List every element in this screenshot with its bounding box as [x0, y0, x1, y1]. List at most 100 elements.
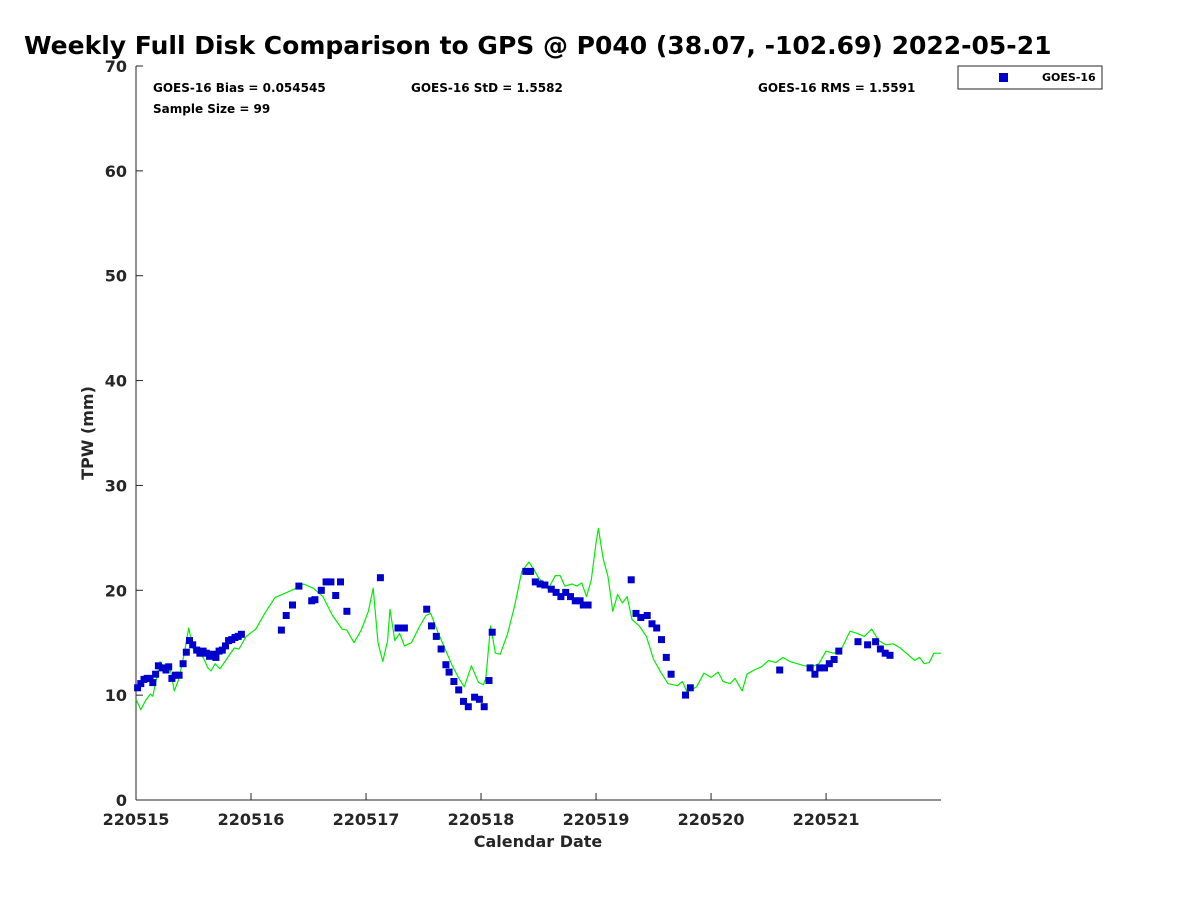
goes16-point: [571, 597, 579, 605]
goes16-point: [137, 680, 145, 688]
goes16-point: [186, 637, 193, 645]
y-tick-label: 40: [105, 372, 127, 391]
gps-line-layer: [135, 527, 941, 711]
goes16-point: [237, 630, 245, 638]
goes16-point: [825, 660, 833, 668]
goes16-point: [776, 666, 784, 674]
y-tick-label: 0: [116, 791, 127, 810]
goes16-point: [557, 593, 565, 601]
goes16-point: [152, 670, 160, 678]
goes16-point: [327, 578, 335, 586]
goes16-point: [343, 607, 351, 615]
goes16-point: [552, 588, 560, 596]
goes16-point: [146, 674, 154, 682]
goes16-point: [816, 664, 824, 672]
goes16-point: [189, 641, 197, 649]
legend-entry-goes16: GOES-16: [1042, 71, 1096, 84]
goes16-point: [876, 645, 884, 653]
goes16-point: [872, 638, 880, 646]
x-tick-label: 220516: [218, 810, 285, 829]
y-tick-label: 50: [105, 267, 127, 286]
legend-box: [957, 65, 1103, 90]
goes16-point: [480, 703, 488, 711]
goes16-point: [289, 601, 296, 609]
goes16-point: [821, 664, 828, 672]
goes16-point: [662, 653, 670, 661]
goes16-point: [437, 645, 445, 653]
goes16-point: [175, 671, 183, 679]
goes16-point: [332, 592, 340, 599]
legend: GOES-16: [957, 65, 1103, 90]
goes16-point: [576, 597, 584, 605]
x-axis-label: Calendar Date: [474, 832, 603, 851]
goes16-point: [584, 601, 592, 609]
goes16-point: [475, 695, 483, 703]
goes16-point: [442, 661, 450, 669]
y-tick-label: 20: [105, 581, 127, 600]
goes16-point: [835, 647, 843, 655]
goes16-point: [134, 684, 142, 692]
goes16-point: [886, 651, 894, 659]
goes16-point: [864, 641, 872, 649]
goes16-point: [182, 648, 190, 656]
goes16-point: [522, 567, 530, 575]
goes16-point: [311, 596, 319, 604]
goes16-point: [165, 663, 173, 671]
goes16-point: [376, 574, 384, 582]
goes16-point: [806, 664, 814, 672]
goes16-point: [830, 656, 838, 663]
goes16-point: [400, 624, 408, 632]
goes16-point: [282, 612, 290, 619]
goes16-point: [547, 585, 555, 593]
x-tick-label: 220521: [793, 810, 860, 829]
goes16-point: [212, 653, 220, 661]
goes16-point: [445, 668, 453, 676]
y-tick-label: 10: [105, 686, 127, 705]
sample-size-annotation: Sample Size = 99: [153, 102, 270, 116]
goes16-point: [423, 605, 431, 613]
goes16-point: [682, 691, 689, 699]
std-annotation: GOES-16 StD = 1.5582: [411, 81, 563, 95]
x-tick-label: 220519: [563, 810, 630, 829]
goes16-point: [643, 612, 651, 619]
x-tick-layer: 220515 220516 220517 220518 220519 220520 2205…: [103, 793, 860, 829]
plot-background: [136, 66, 941, 800]
goes16-point: [531, 578, 539, 586]
goes16-point: [428, 622, 435, 630]
x-tick-label: 220517: [333, 810, 400, 829]
goes16-point: [541, 581, 549, 589]
goes16-point: [432, 632, 440, 640]
goes16-point: [394, 624, 402, 632]
goes16-point: [172, 671, 179, 679]
y-tick-layer: 0 10 20 30 40 50 60 70: [105, 57, 143, 810]
goes16-point: [562, 588, 570, 596]
goes16-point: [632, 609, 640, 617]
goes16-point: [881, 649, 889, 657]
y-tick-label: 70: [105, 57, 127, 76]
goes16-point: [648, 620, 656, 628]
goes16-point: [686, 684, 694, 692]
goes16-point: [450, 678, 458, 685]
goes16-point: [322, 578, 330, 586]
goes16-point: [471, 693, 479, 701]
goes16-point: [854, 638, 862, 646]
goes16-point: [653, 624, 661, 632]
goes16-point: [317, 586, 325, 594]
rms-annotation: GOES-16 RMS = 1.5591: [758, 81, 915, 95]
x-tick-label: 220515: [103, 810, 170, 829]
goes16-point: [168, 674, 176, 682]
goes16-point: [149, 679, 157, 687]
goes16-point: [811, 670, 819, 678]
chart-title: Weekly Full Disk Comparison to GPS @ P04…: [24, 31, 1051, 60]
plot-area: [134, 66, 941, 801]
gps-tpw-line: [135, 527, 941, 711]
goes16-point: [154, 662, 162, 670]
bias-annotation: GOES-16 Bias = 0.054545: [153, 81, 326, 95]
goes16-point: [527, 567, 535, 575]
goes16-point: [337, 578, 344, 586]
goes16-point: [277, 626, 285, 634]
x-tick-label: 220518: [448, 810, 515, 829]
goes16-point: [455, 686, 463, 694]
goes16-point: [536, 580, 544, 588]
goes16-point: [218, 646, 226, 654]
